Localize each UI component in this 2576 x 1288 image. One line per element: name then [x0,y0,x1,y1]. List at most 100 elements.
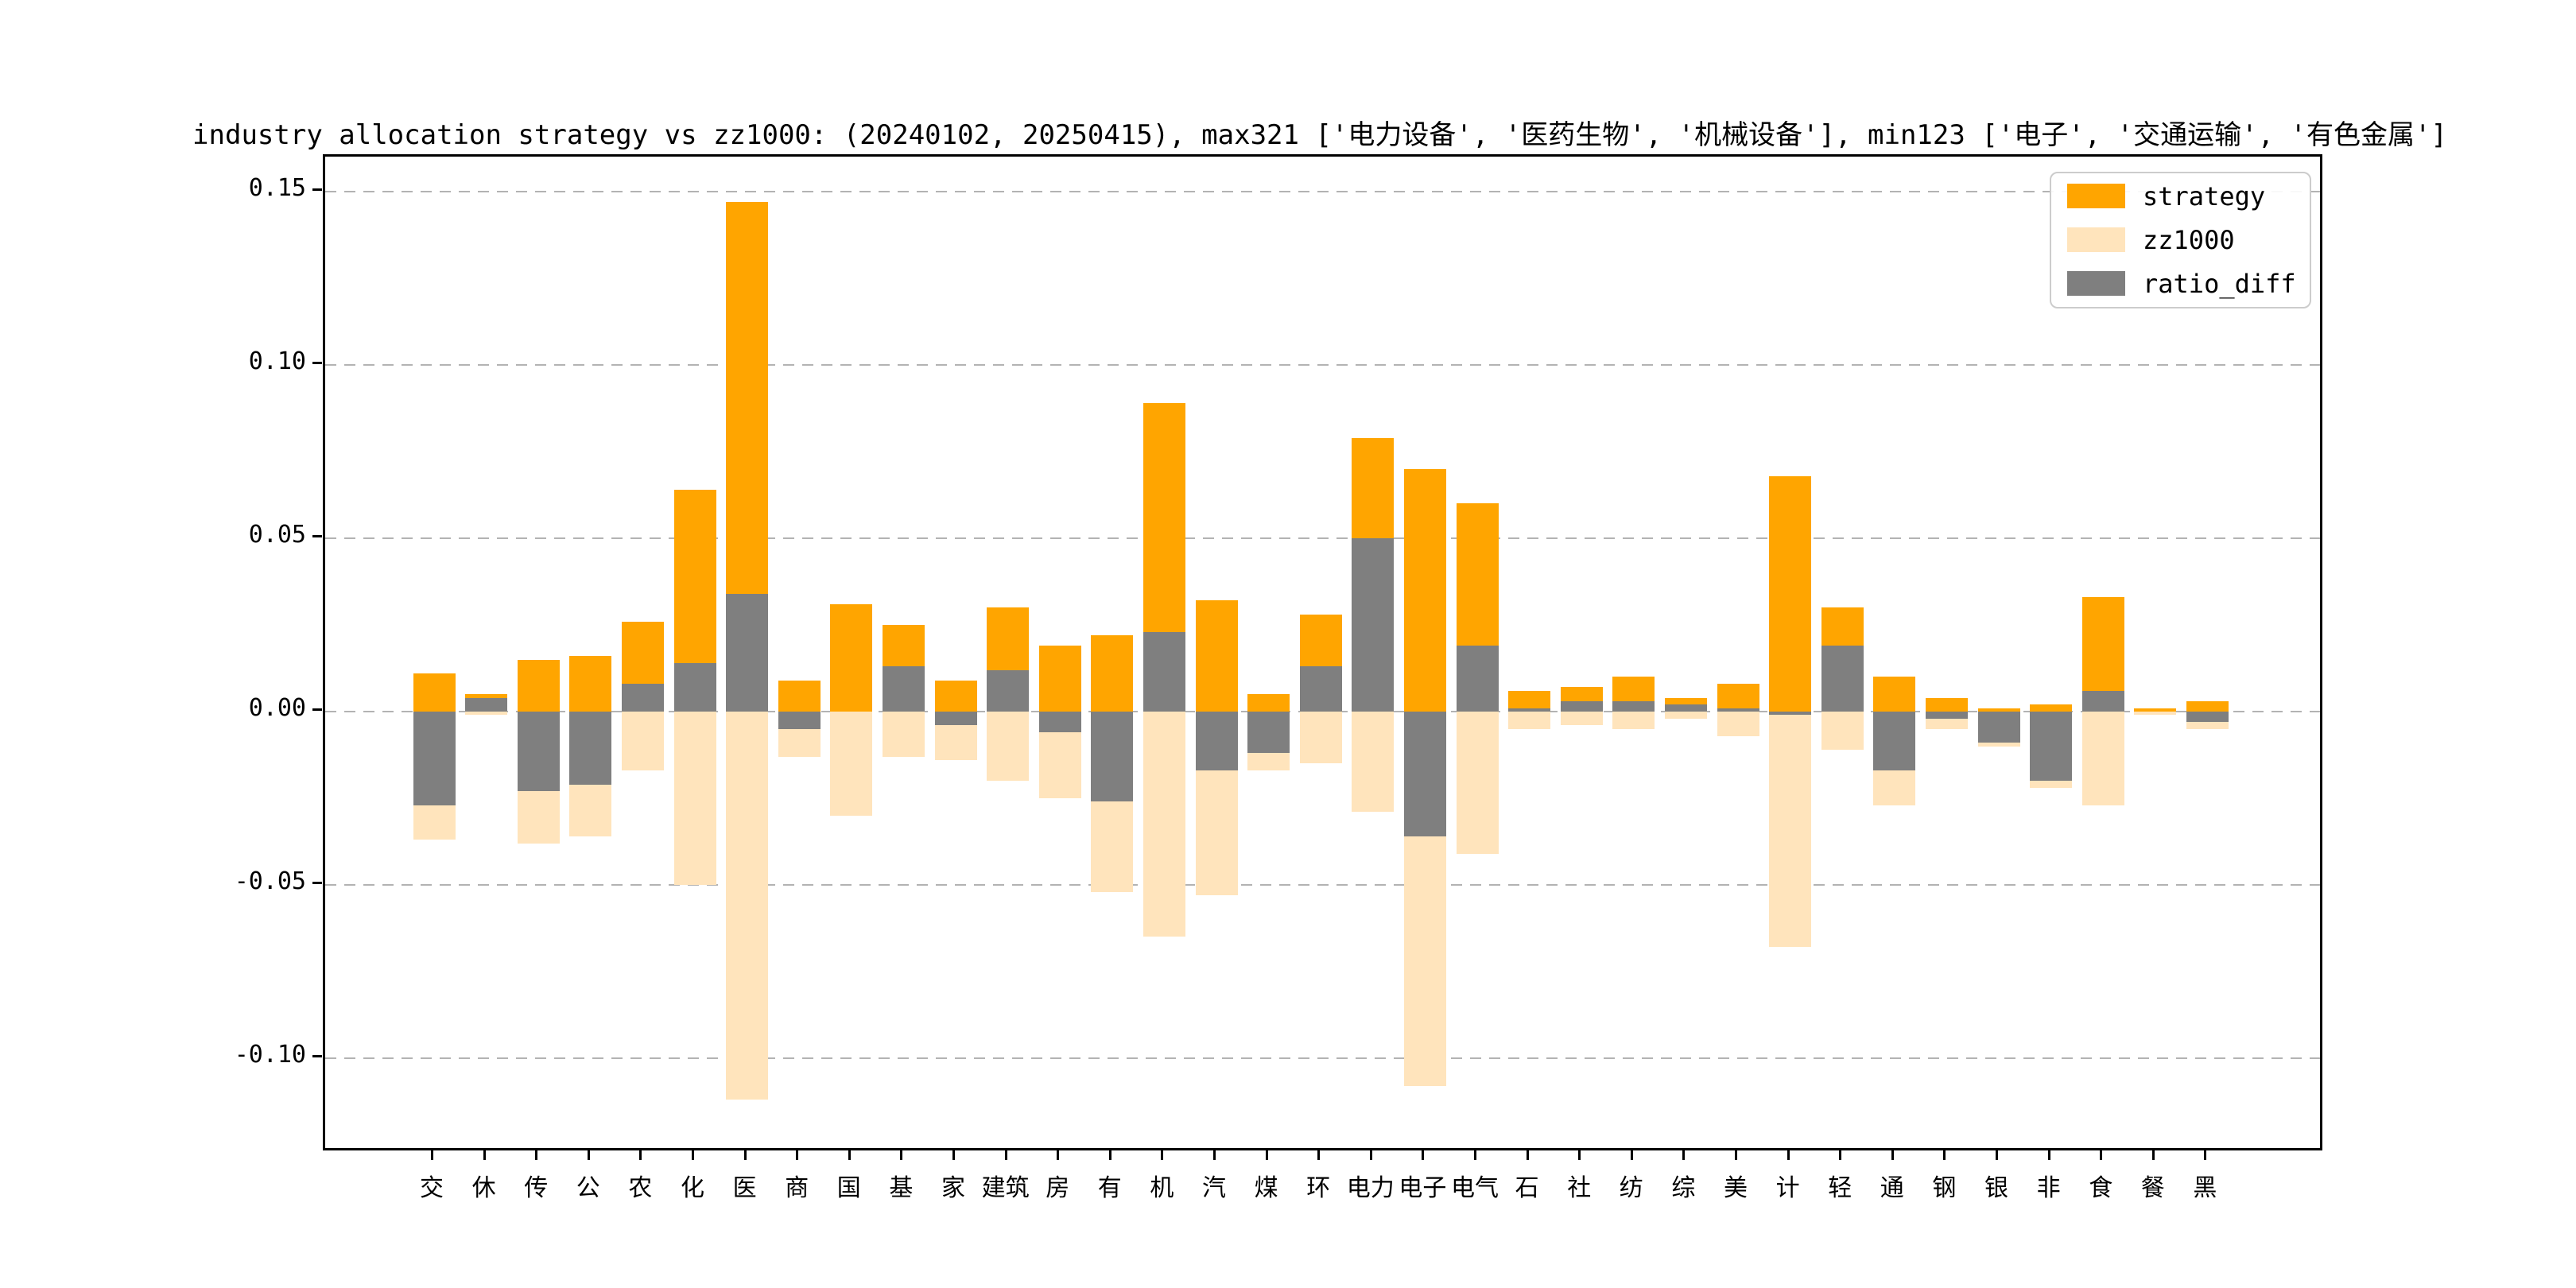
bar-zz1000-石 [1508,712,1551,729]
x-tick-mark [2100,1150,2103,1160]
x-tick-mark [431,1150,433,1160]
bar-ratio-diff-交 [413,712,456,805]
bar-strategy-银 [1977,708,2020,712]
x-tick-label-电子: 电子 [1399,1174,1447,1202]
bar-strategy-国 [830,603,873,712]
plot-area: strategy zz1000 ratio_diff [323,154,2322,1150]
bar-zz1000-餐 [2134,712,2177,716]
x-tick-label-医: 医 [732,1174,757,1202]
y-tick-label: 0.05 [248,521,306,549]
bar-ratio-diff-建筑 [987,669,1030,712]
x-tick-label-黑: 黑 [2193,1174,2217,1202]
x-tick-label-美: 美 [1724,1174,1748,1202]
bar-zz1000-机 [1143,712,1185,937]
x-tick-mark [1891,1150,1894,1160]
chart-title: industry allocation strategy vs zz1000: … [192,119,2447,151]
bar-strategy-电子 [1403,468,1446,712]
bar-ratio-diff-食 [2081,690,2124,712]
bar-ratio-diff-综 [1664,704,1707,712]
x-tick-label-化: 化 [681,1174,704,1202]
x-tick-label-基: 基 [889,1174,914,1202]
legend-row-strategy: strategy [2051,173,2310,219]
x-tick-label-纺: 纺 [1619,1174,1643,1202]
x-tick-label-食: 食 [2089,1174,2113,1202]
x-tick-mark [848,1150,851,1160]
y-tick-mark [312,535,322,537]
bar-ratio-diff-农 [621,684,664,712]
x-tick-mark [1422,1150,1425,1160]
x-tick-mark [796,1150,799,1160]
bar-zz1000-轻 [1821,712,1864,750]
x-tick-mark [2151,1150,2155,1160]
bar-ratio-diff-环 [1299,666,1342,712]
x-tick-mark [1317,1150,1321,1160]
x-tick-label-房: 房 [1046,1174,1070,1202]
x-tick-mark [1265,1150,1268,1160]
bar-ratio-diff-煤 [1247,712,1290,754]
x-tick-label-商: 商 [785,1174,809,1202]
x-tick-mark [1735,1150,1737,1160]
bar-ratio-diff-传 [517,712,560,792]
x-tick-label-休: 休 [471,1174,496,1202]
y-tick-mark [312,1055,322,1057]
bar-strategy-家 [934,680,977,712]
x-tick-label-机: 机 [1150,1174,1174,1202]
x-tick-mark [639,1150,642,1160]
x-tick-mark [692,1150,694,1160]
x-tick-mark [1161,1150,1164,1160]
bar-ratio-diff-商 [778,712,821,729]
gridline-0.05 [325,537,2320,539]
bar-zz1000-建筑 [987,712,1030,782]
bar-strategy-传 [517,659,560,712]
bar-strategy-商 [778,680,821,712]
x-tick-mark [1682,1150,1686,1160]
x-tick-label-通: 通 [1880,1174,1904,1202]
x-tick-mark [1004,1150,1007,1160]
bar-ratio-diff-化 [673,662,716,712]
x-tick-label-计: 计 [1775,1174,1800,1202]
x-tick-mark [1057,1150,1060,1160]
x-tick-mark [1839,1150,1842,1160]
legend-swatch-strategy [2067,184,2125,208]
x-tick-label-传: 传 [524,1174,549,1202]
bar-strategy-公 [569,656,612,712]
bar-ratio-diff-石 [1508,708,1551,712]
x-tick-mark [2047,1150,2050,1160]
legend-swatch-ratio-diff [2067,271,2125,296]
x-tick-mark [1108,1150,1111,1160]
x-tick-label-电气: 电气 [1451,1174,1499,1202]
bar-ratio-diff-银 [1977,712,2020,743]
bar-ratio-diff-通 [1873,712,1916,771]
bar-strategy-美 [1717,684,1759,712]
bar-ratio-diff-黑 [2186,712,2229,723]
x-tick-label-非: 非 [2036,1174,2061,1202]
bar-ratio-diff-休 [465,697,508,712]
bar-ratio-diff-汽 [1195,712,1238,771]
x-tick-label-公: 公 [576,1174,600,1202]
bar-ratio-diff-电气 [1456,646,1499,712]
bar-zz1000-医 [726,712,769,1100]
x-tick-label-交: 交 [420,1174,444,1202]
bar-strategy-非 [2030,704,2073,712]
bar-strategy-煤 [1247,694,1290,712]
bar-strategy-餐 [2134,708,2177,712]
bar-ratio-diff-有 [1091,712,1134,802]
bar-strategy-黑 [2186,700,2229,712]
legend-label-ratio-diff: ratio_diff [2143,269,2296,299]
bar-ratio-diff-轻 [1821,646,1864,712]
bar-ratio-diff-电力 [1352,538,1395,712]
bar-strategy-通 [1873,677,1916,712]
bar-ratio-diff-电子 [1403,712,1446,836]
x-tick-mark [952,1150,955,1160]
bar-strategy-钢 [1925,697,1968,712]
y-tick-label: -0.05 [234,867,306,895]
bar-zz1000-国 [830,712,873,816]
bar-ratio-diff-家 [934,712,977,726]
bar-zz1000-环 [1299,712,1342,764]
legend-label-zz1000: zz1000 [2143,225,2235,255]
x-tick-mark [1996,1150,1998,1160]
bar-ratio-diff-纺 [1612,700,1655,712]
x-tick-label-家: 家 [941,1174,965,1202]
bar-zz1000-化 [673,712,716,885]
